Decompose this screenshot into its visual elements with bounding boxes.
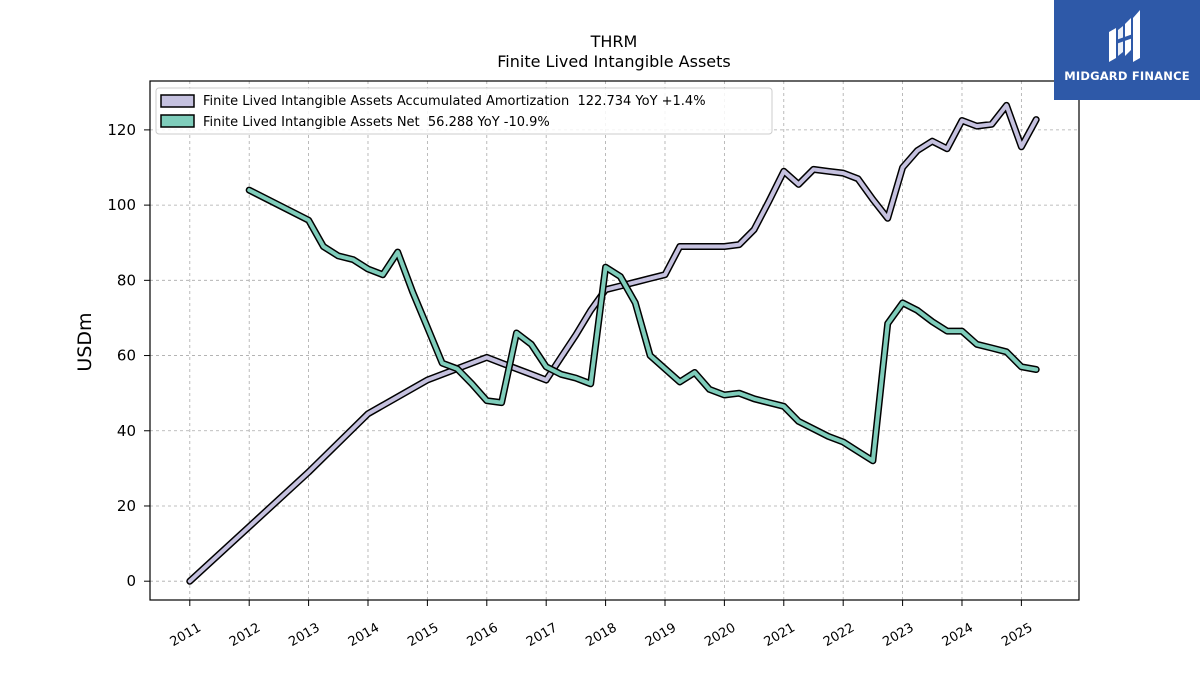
- x-tick-label: 2025: [999, 620, 1035, 650]
- x-tick-label: 2017: [524, 620, 560, 650]
- series-line-amortization-outline: [186, 101, 1040, 585]
- legend-swatch-net: [160, 114, 195, 128]
- series-line-net: [247, 188, 1039, 463]
- chart-title: THRM: [590, 32, 638, 51]
- x-tick-label: 2020: [702, 620, 738, 650]
- plot-frame: [149, 80, 1080, 601]
- x-tick-label: 2023: [880, 620, 916, 650]
- brand-logo: MIDGARD FINANCE: [1054, 0, 1200, 100]
- legend-label-net: Finite Lived Intangible Assets Net 56.28…: [203, 115, 550, 130]
- y-tick-label: 60: [117, 347, 136, 365]
- x-tick-label: 2024: [940, 620, 976, 650]
- series-lines: [186, 101, 1040, 585]
- x-tick-label: 2018: [583, 620, 619, 650]
- y-tick-label: 80: [117, 271, 136, 289]
- series-line-amortization: [187, 103, 1039, 584]
- x-tick-label: 2019: [643, 620, 679, 650]
- x-tick-label: 2013: [286, 620, 322, 650]
- x-tick-label: 2016: [465, 620, 501, 650]
- logo-text: MIDGARD FINANCE: [1064, 69, 1190, 83]
- logo-mark-icon: [1109, 10, 1140, 62]
- legend-swatch-amortization: [160, 94, 195, 108]
- y-tick-label: 0: [126, 572, 136, 590]
- x-tick-label: 2011: [168, 620, 204, 650]
- y-tick-label: 20: [117, 497, 136, 515]
- x-tick-label: 2015: [405, 620, 441, 650]
- x-tick-label: 2012: [227, 620, 263, 650]
- y-tick-label: 120: [107, 121, 136, 139]
- x-tick-label: 2022: [821, 620, 857, 650]
- grid: [150, 81, 1079, 600]
- x-tick-label: 2014: [346, 620, 382, 650]
- y-axis: 0 20 40 60 80 100 120: [107, 121, 150, 590]
- chart-subtitle: Finite Lived Intangible Assets: [497, 52, 730, 71]
- y-tick-label: 40: [117, 422, 136, 440]
- x-tick-label: 2021: [762, 620, 798, 650]
- legend-frame: [155, 87, 773, 135]
- y-tick-label: 100: [107, 196, 136, 214]
- x-axis: 2011 2012 2013 2014 2015 2016 2017 2018 2019 2020…: [168, 600, 1035, 650]
- legend: Finite Lived Intangible Assets Accumulat…: [155, 87, 773, 135]
- y-axis-label: USDm: [74, 312, 96, 371]
- legend-label-amortization: Finite Lived Intangible Assets Accumulat…: [203, 94, 706, 109]
